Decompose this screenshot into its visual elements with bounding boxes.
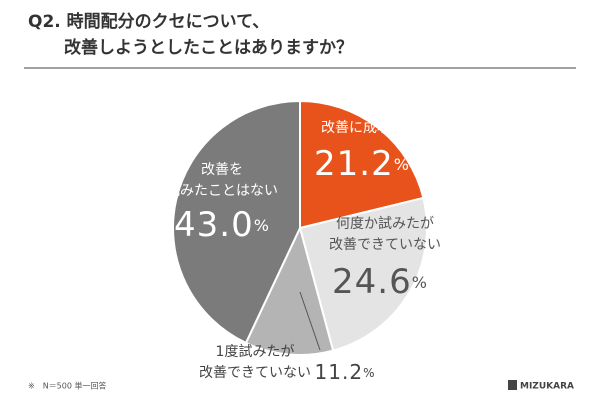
slice-label: 改善に成功した [321,120,419,136]
labels: 改善に成功した21.2%何度か試みたが改善できていない24.6%1度試みたが改善… [166,120,441,384]
value-unit: % [412,273,428,292]
value-unit: % [363,366,375,380]
slice-label: 1度試みたが改善できていない [199,344,311,381]
slice-label-line: 改善を [201,162,243,178]
slice-label: 何度か試みたが改善できていない [329,216,441,253]
slice-label: 改善を試みたことはない [166,162,278,199]
value-unit: % [254,216,270,235]
value-unit: % [394,155,410,174]
pie-slice [244,225,335,356]
leader-line [299,291,321,351]
value-number: 24.6 [332,262,412,302]
footnote: ※ N＝500 単一回答 [28,381,107,391]
chart-title: 改善しようとしたことはありますか？ [64,37,353,58]
pie [172,99,428,356]
slice-label-line: 改善できていない [199,365,311,381]
pie-slice [172,99,301,345]
value-label: 24.6% [332,262,428,302]
value-number: 43.0 [174,205,254,245]
slice-label-line: 試みたことはない [166,183,278,199]
brand-icon [508,380,517,390]
slice-label-line: 改善に成功した [321,120,419,136]
chart-title: Q2. 時間配分のクセについて、 [28,11,269,32]
pie-slice [299,99,425,230]
value-label: 21.2% [314,144,410,184]
value-label: 43.0% [174,205,270,245]
slice-label-line: 改善できていない [329,237,441,253]
brand: MIZUKARA [520,382,574,392]
slice-label-line: 何度か試みたが [336,216,434,232]
value-number: 21.2 [314,144,394,184]
value-label: 11.2% [315,360,376,384]
value-number: 11.2 [315,360,364,384]
pie-slice [298,196,428,352]
slice-label-line: 1度試みたが [216,344,295,360]
